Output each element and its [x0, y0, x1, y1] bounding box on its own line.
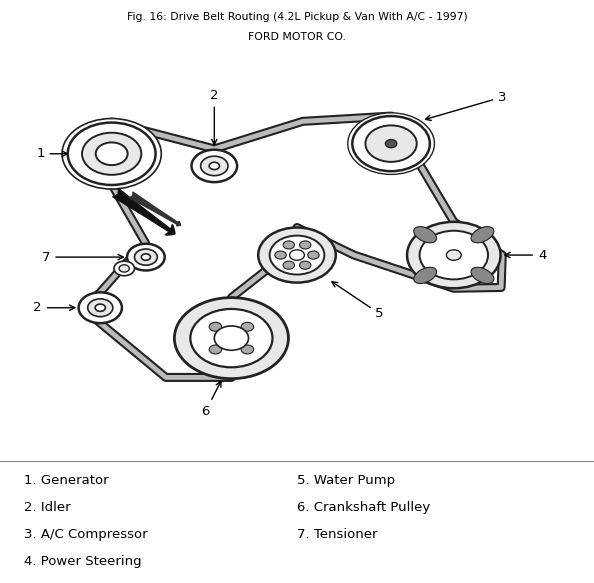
Circle shape [258, 227, 336, 283]
Circle shape [407, 222, 501, 288]
Ellipse shape [471, 267, 494, 283]
Text: 7. Tensioner: 7. Tensioner [297, 528, 378, 540]
Text: 5. Water Pump: 5. Water Pump [297, 474, 395, 487]
Circle shape [119, 265, 129, 272]
Circle shape [96, 142, 128, 165]
Text: 2: 2 [33, 301, 75, 314]
Circle shape [78, 292, 122, 323]
Circle shape [191, 150, 237, 182]
Text: 3: 3 [425, 90, 507, 121]
Ellipse shape [414, 227, 437, 243]
Text: 5: 5 [332, 282, 384, 320]
Circle shape [347, 113, 434, 174]
Circle shape [209, 345, 222, 354]
Text: 1: 1 [36, 147, 68, 160]
Circle shape [134, 249, 157, 265]
Text: 1. Generator: 1. Generator [24, 474, 108, 487]
Circle shape [190, 309, 273, 367]
Text: 6. Crankshaft Pulley: 6. Crankshaft Pulley [297, 501, 430, 514]
Circle shape [127, 244, 165, 271]
Circle shape [283, 261, 295, 269]
Circle shape [419, 231, 488, 279]
Circle shape [283, 241, 295, 249]
Text: 2: 2 [210, 89, 219, 145]
Text: FORD MOTOR CO.: FORD MOTOR CO. [248, 32, 346, 43]
Circle shape [88, 299, 113, 317]
Circle shape [352, 116, 430, 171]
Circle shape [201, 156, 228, 175]
Ellipse shape [414, 267, 437, 283]
Circle shape [241, 345, 254, 354]
Circle shape [214, 326, 248, 350]
Ellipse shape [471, 227, 494, 243]
Text: 4: 4 [505, 248, 546, 262]
Circle shape [386, 139, 397, 147]
Circle shape [241, 322, 254, 331]
Circle shape [114, 261, 134, 276]
Circle shape [68, 122, 156, 185]
Circle shape [209, 322, 222, 331]
Circle shape [270, 236, 324, 275]
Circle shape [275, 251, 286, 259]
Circle shape [290, 250, 304, 261]
Circle shape [175, 297, 289, 378]
Circle shape [62, 118, 162, 189]
Circle shape [82, 133, 141, 175]
Circle shape [447, 250, 461, 261]
Circle shape [299, 241, 311, 249]
Circle shape [299, 261, 311, 269]
Text: 2. Idler: 2. Idler [24, 501, 70, 514]
Text: Fig. 16: Drive Belt Routing (4.2L Pickup & Van With A/C - 1997): Fig. 16: Drive Belt Routing (4.2L Pickup… [127, 12, 467, 22]
Text: 7: 7 [42, 251, 124, 264]
Circle shape [95, 304, 105, 311]
Circle shape [365, 125, 417, 162]
Text: 4. Power Steering: 4. Power Steering [24, 554, 141, 568]
Circle shape [308, 251, 319, 259]
Text: 3. A/C Compressor: 3. A/C Compressor [24, 528, 147, 540]
Text: 6: 6 [201, 381, 221, 417]
Circle shape [141, 254, 150, 261]
Circle shape [209, 162, 219, 170]
